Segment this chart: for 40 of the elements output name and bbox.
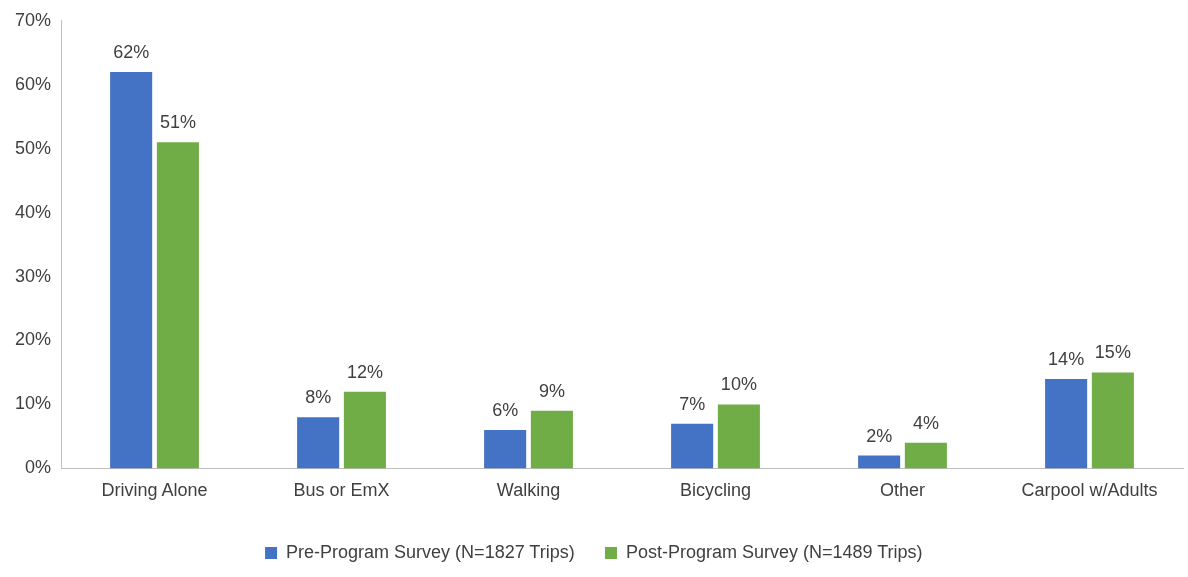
- bar: [110, 71, 153, 469]
- y-tick-label: 30%: [15, 265, 52, 286]
- x-tick-label: Other: [879, 480, 926, 501]
- bar: [671, 423, 714, 469]
- bar: [343, 391, 386, 469]
- bar: [484, 430, 527, 469]
- legend-label: Post-Program Survey (N=1489 Trips): [626, 541, 923, 562]
- bar: [904, 442, 947, 469]
- data-label: 10%: [720, 374, 757, 395]
- bar: [297, 417, 340, 469]
- x-tick-label: Driving Alone: [101, 480, 208, 501]
- bar: [858, 455, 901, 469]
- x-tick-label: Bicycling: [680, 480, 752, 501]
- data-label: 6%: [492, 400, 519, 420]
- data-label: 62%: [113, 41, 150, 62]
- y-tick-label: 0%: [25, 457, 52, 478]
- data-label: 9%: [538, 380, 565, 401]
- data-label: 8%: [305, 387, 332, 408]
- x-tick-label: Bus or EmX: [293, 480, 390, 501]
- data-label: 4%: [912, 412, 939, 433]
- y-tick-label: 20%: [15, 329, 52, 350]
- y-tick-label: 40%: [15, 201, 52, 222]
- data-label: 15%: [1094, 342, 1131, 363]
- y-tick-label: 60%: [15, 73, 52, 94]
- bar: [1045, 378, 1088, 469]
- data-label: 7%: [679, 393, 706, 414]
- bar: [530, 410, 573, 469]
- y-tick-label: 50%: [15, 137, 52, 158]
- data-label: 2%: [866, 425, 893, 446]
- legend-label: Pre-Program Survey (N=1827 Trips): [286, 541, 575, 562]
- bar: [717, 404, 760, 469]
- bar: [1091, 372, 1134, 469]
- data-label: 14%: [1048, 348, 1085, 369]
- data-label: 51%: [159, 112, 196, 133]
- x-tick-label: Walking: [496, 480, 561, 501]
- y-tick-label: 70%: [15, 9, 52, 30]
- data-label: 12%: [346, 361, 383, 382]
- y-tick-label: 10%: [15, 393, 52, 414]
- bar: [156, 142, 199, 469]
- x-tick-label: Carpool w/Adults: [1021, 480, 1158, 501]
